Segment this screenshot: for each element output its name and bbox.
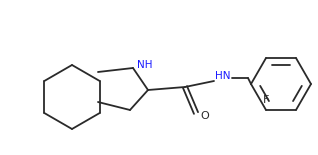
- Text: O: O: [200, 111, 209, 121]
- Text: NH: NH: [137, 60, 153, 70]
- Text: HN: HN: [215, 71, 231, 81]
- Text: F: F: [263, 95, 269, 105]
